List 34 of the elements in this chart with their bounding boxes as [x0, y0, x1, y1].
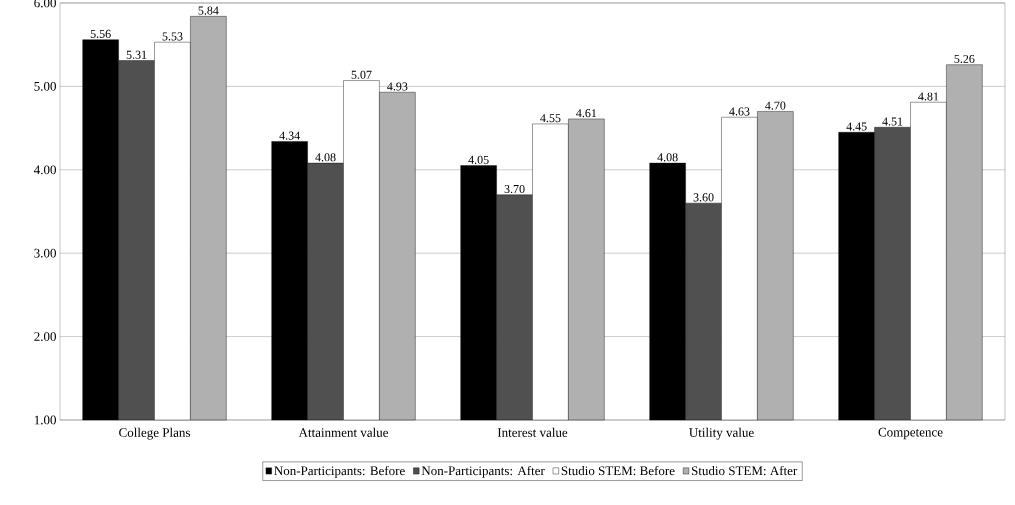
data-label: 5.26 [954, 54, 975, 64]
data-label: 3.70 [504, 184, 525, 194]
data-label: 4.05 [468, 155, 489, 164]
y-tick-label: 1.00 [34, 415, 56, 425]
data-label: 5.53 [162, 32, 183, 41]
x-tick-label: Utility value [689, 427, 754, 440]
x-tick-label: College Plans [119, 427, 190, 440]
x-tick-label: Competence [878, 427, 943, 440]
x-tick-label: Interest value [497, 427, 568, 437]
y-tick-label: 2.00 [34, 332, 56, 342]
data-label: 4.93 [387, 82, 408, 91]
y-tick-label: 5.00 [34, 81, 56, 91]
data-label: 4.63 [729, 107, 750, 116]
x-tick-label: Attainment value [298, 427, 389, 437]
data-label: 4.70 [765, 101, 786, 110]
data-label: 5.56 [90, 29, 111, 38]
y-tick-label: 4.00 [33, 165, 56, 175]
legend-label: Non-Participants: Before [274, 465, 405, 478]
data-label: 4.08 [315, 153, 336, 162]
data-label: 4.61 [576, 109, 597, 118]
data-label: 4.45 [846, 122, 867, 131]
data-label: 5.31 [126, 50, 147, 59]
data-label: 4.08 [657, 153, 678, 162]
data-label: 5.84 [198, 6, 219, 15]
data-label: 3.60 [693, 193, 714, 202]
legend-label: Studio STEM: After [691, 465, 798, 476]
data-label: 4.81 [918, 92, 939, 101]
y-tick-label: 3.00 [34, 248, 56, 258]
legend-label: Non-Participants: After [421, 465, 545, 478]
data-label: 4.55 [540, 114, 561, 123]
data-label: 4.51 [882, 117, 903, 126]
data-label: 5.07 [351, 70, 372, 79]
data-label: 4.34 [279, 131, 300, 140]
legend-label: Studio STEM: Before [561, 465, 675, 476]
